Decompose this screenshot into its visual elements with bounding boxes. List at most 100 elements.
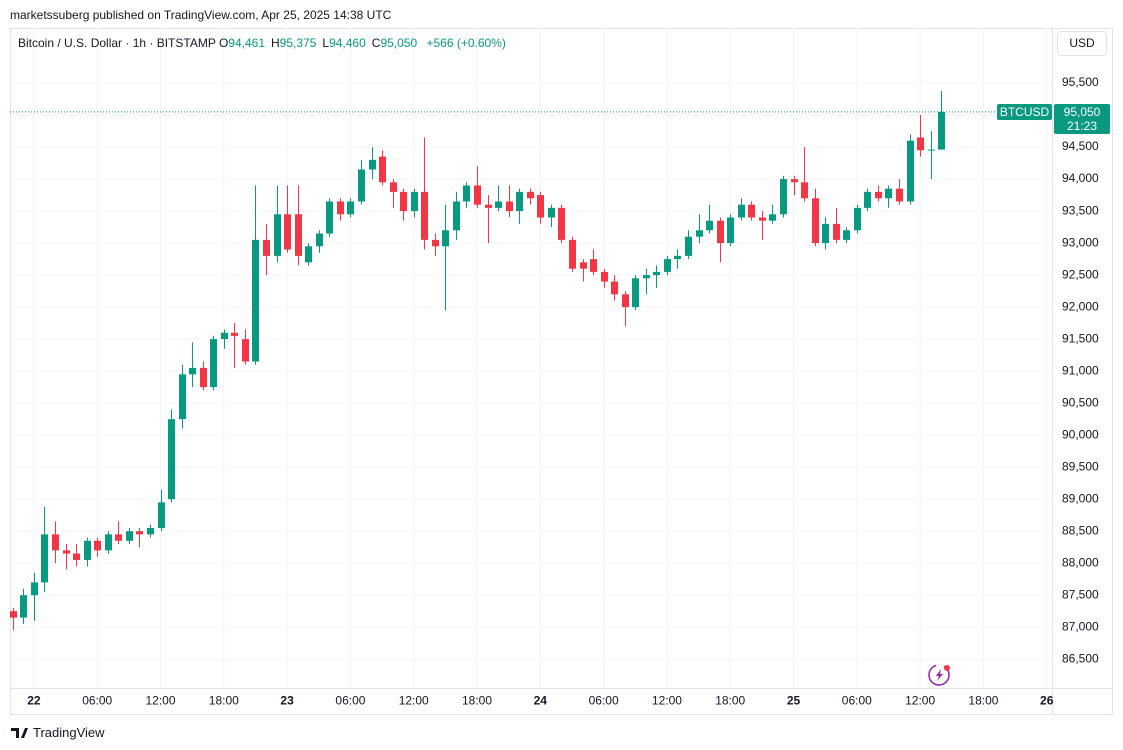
candle-body bbox=[52, 534, 59, 551]
candle-body bbox=[632, 278, 639, 308]
candle-body bbox=[738, 204, 745, 218]
candle-body bbox=[316, 233, 323, 247]
candle-body bbox=[791, 179, 798, 183]
countdown: 21:23 bbox=[1066, 118, 1098, 133]
y-tick-label: 92,500 bbox=[1062, 267, 1099, 281]
candle-body bbox=[601, 271, 608, 282]
y-tick-label: 94,500 bbox=[1062, 139, 1099, 153]
candle-body bbox=[801, 182, 808, 199]
candle-body bbox=[485, 204, 492, 208]
publisher: marketssuberg published on TradingView.c… bbox=[10, 8, 392, 22]
x-tick-label: 18:00 bbox=[968, 694, 998, 708]
candle-body bbox=[379, 156, 386, 183]
candle-body bbox=[179, 374, 186, 420]
candle-body bbox=[442, 230, 449, 247]
candle-body bbox=[854, 207, 861, 231]
candle-body bbox=[590, 259, 597, 272]
x-tick-label: 23 bbox=[280, 694, 294, 708]
candle-body bbox=[495, 201, 502, 208]
candle-body bbox=[31, 582, 38, 596]
x-tick-label: 12:00 bbox=[145, 694, 175, 708]
currency-button[interactable]: USD bbox=[1057, 31, 1107, 56]
x-tick-label: 12:00 bbox=[652, 694, 682, 708]
candle-body bbox=[136, 531, 143, 535]
candle-body bbox=[580, 262, 587, 269]
x-tick-label: 25 bbox=[787, 694, 801, 708]
candle-body bbox=[347, 201, 354, 215]
candle-body bbox=[263, 239, 270, 256]
candle-body bbox=[158, 502, 165, 528]
candle-body bbox=[664, 259, 671, 272]
candle-body bbox=[369, 159, 376, 170]
candle-body bbox=[20, 595, 27, 618]
candle-body bbox=[527, 191, 534, 199]
candle-body bbox=[126, 531, 133, 541]
candle-body bbox=[875, 191, 882, 199]
candle-body bbox=[748, 204, 755, 218]
candle-body bbox=[706, 220, 713, 231]
ohlc: O94,461 H95,375 L94,460 C95,050 bbox=[219, 36, 423, 50]
ohlc-value: 95,050 bbox=[380, 36, 418, 50]
y-tick-label: 86,500 bbox=[1062, 651, 1099, 665]
candle-body bbox=[189, 367, 196, 375]
ohlc-key: O bbox=[218, 36, 229, 50]
y-tick-label: 89,000 bbox=[1062, 491, 1099, 505]
icon-ring bbox=[928, 664, 950, 686]
axis-labels: 86,500 87,000 87,500 88,000 88,500 89,000 89,5… bbox=[27, 75, 1099, 707]
icon-dot bbox=[944, 665, 950, 671]
y-tick-label: 89,500 bbox=[1062, 459, 1099, 473]
candle-body bbox=[833, 223, 840, 240]
y-tick-label: 95,500 bbox=[1062, 75, 1099, 89]
x-tick-label: 18:00 bbox=[715, 694, 745, 708]
candle-body bbox=[168, 419, 175, 500]
y-tick-label: 90,000 bbox=[1062, 427, 1099, 441]
candle-body bbox=[326, 201, 333, 234]
candle-body bbox=[105, 534, 112, 551]
ohlc-value: 94,460 bbox=[329, 36, 366, 50]
ohlc-value: 95,375 bbox=[279, 36, 317, 50]
candle-body bbox=[812, 198, 819, 244]
candle-body bbox=[769, 214, 776, 221]
candle-body bbox=[242, 339, 249, 362]
y-tick-label: 93,000 bbox=[1062, 235, 1099, 249]
candle-body bbox=[896, 188, 903, 202]
x-tick-label: 26 bbox=[1040, 694, 1054, 708]
y-tick-label: 90,500 bbox=[1062, 395, 1099, 409]
candle-body bbox=[907, 140, 914, 202]
candle-body bbox=[84, 540, 91, 560]
ohlc-key: L bbox=[322, 36, 330, 50]
x-tick-label: 22 bbox=[27, 694, 41, 708]
price-label: 95,050 21:23 bbox=[1054, 103, 1110, 134]
candles bbox=[10, 91, 1052, 631]
symbol: Bitcoin / U.S. Dollar · 1h · BITSTAMP bbox=[18, 36, 216, 50]
y-tick-label: 91,000 bbox=[1062, 363, 1099, 377]
x-tick-label: 24 bbox=[534, 694, 548, 708]
y-tick-label: 88,000 bbox=[1062, 555, 1099, 569]
y-tick-label: 93,500 bbox=[1062, 203, 1099, 217]
candle-body bbox=[506, 201, 513, 212]
candle-body bbox=[337, 201, 344, 215]
candle-body bbox=[674, 255, 681, 260]
legend-line: Bitcoin / U.S. Dollar · 1h · BITSTAMP O 9… bbox=[18, 36, 506, 50]
candle-body bbox=[63, 550, 70, 554]
y-tick-label: 94,000 bbox=[1062, 171, 1099, 185]
candle-body bbox=[622, 294, 629, 308]
candle-body bbox=[938, 111, 945, 150]
y-tick-label: 87,500 bbox=[1062, 587, 1099, 601]
ohlc-key: C bbox=[371, 36, 381, 50]
candle-body bbox=[928, 149, 935, 151]
candle-body bbox=[295, 214, 302, 256]
candle-body bbox=[548, 207, 555, 218]
x-tick-label: 12:00 bbox=[905, 694, 935, 708]
candle-body bbox=[94, 540, 101, 551]
ticker-label: BTCUSD bbox=[997, 103, 1052, 120]
candle-body bbox=[305, 246, 312, 263]
candle-body bbox=[421, 191, 428, 240]
candle-body bbox=[917, 137, 924, 151]
x-tick-label: 12:00 bbox=[399, 694, 429, 708]
candle-body bbox=[115, 534, 122, 541]
candle-body bbox=[685, 236, 692, 256]
last-price: 95,050 bbox=[1063, 104, 1101, 119]
candle-body bbox=[252, 239, 259, 362]
